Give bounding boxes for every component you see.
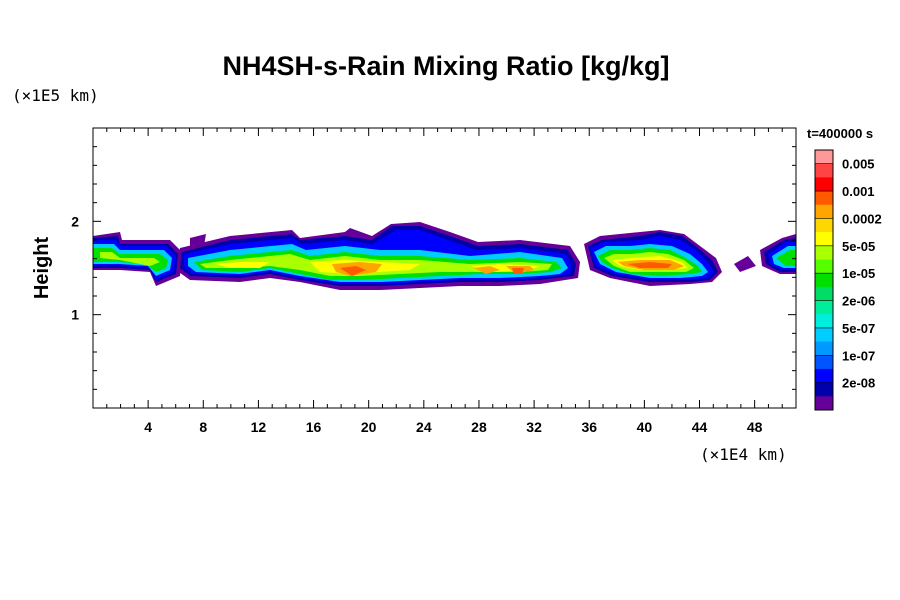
colorbar-swatch [815,163,833,178]
colorbar-label: 1e-05 [842,266,875,281]
y-unit-label: (×1E5 km) [12,86,99,105]
x-tick-label: 40 [637,419,653,435]
chart-title: NH4SH-s-Rain Mixing Ratio [kg/kg] [222,51,669,81]
colorbar: 0.005 0.001 0.0002 5e-05 1e-05 2e-06 5e-07 1e-0… [814,149,882,411]
colorbar-swatch [815,259,833,274]
colorbar-swatch [815,191,833,206]
colorbar-swatch [815,396,833,411]
colorbar-swatch [815,382,833,397]
x-tick-labels: 4 8 12 16 20 24 28 32 36 40 44 48 [144,419,762,435]
x-unit-label: (×1E4 km) [700,445,787,464]
colorbar-swatch [815,368,833,384]
colorbar-time-label: t=400000 s [807,126,873,141]
colorbar-swatch [815,273,833,288]
colorbar-label: 5e-07 [842,321,875,336]
colorbar-swatch [815,355,833,370]
contour-field [93,222,796,290]
x-tick-label: 48 [747,419,763,435]
colorbar-swatch [815,314,833,329]
colorbar-swatch [815,245,833,260]
y-tick-labels: 12 [71,213,79,322]
axis-ticks [93,128,796,408]
colorbar-swatch [815,232,833,247]
colorbar-swatch [815,150,833,165]
y-tick-label: 1 [71,307,79,323]
colorbar-label: 1e-07 [842,348,875,363]
x-tick-label: 20 [361,419,377,435]
colorbar-swatch [815,204,833,219]
x-tick-label: 24 [416,419,432,435]
colorbar-label: 0.005 [842,157,875,172]
x-tick-label: 44 [692,419,708,435]
level-0.001 [340,262,672,276]
colorbar-frame [814,149,834,411]
colorbar-label: 5e-05 [842,239,875,254]
colorbar-label: 2e-08 [842,376,875,391]
plot-frame [92,127,797,409]
colorbar-swatch [815,300,833,315]
colorbar-swatch [815,286,833,302]
x-tick-label: 4 [144,419,152,435]
y-tick-label: 2 [71,213,79,229]
x-tick-label: 28 [471,419,487,435]
x-tick-label: 32 [526,419,542,435]
x-tick-label: 8 [199,419,207,435]
colorbar-label: 2e-06 [842,294,875,309]
x-tick-label: 16 [306,419,322,435]
colorbar-swatch [815,341,833,356]
y-axis-title: Height [31,237,53,300]
x-tick-label: 36 [581,419,597,435]
colorbar-swatch [815,177,833,192]
colorbar-label: 0.001 [842,184,875,199]
x-tick-label: 12 [251,419,267,435]
colorbar-swatch [815,327,833,343]
colorbar-swatch [815,218,833,233]
colorbar-label: 0.0002 [842,211,882,226]
